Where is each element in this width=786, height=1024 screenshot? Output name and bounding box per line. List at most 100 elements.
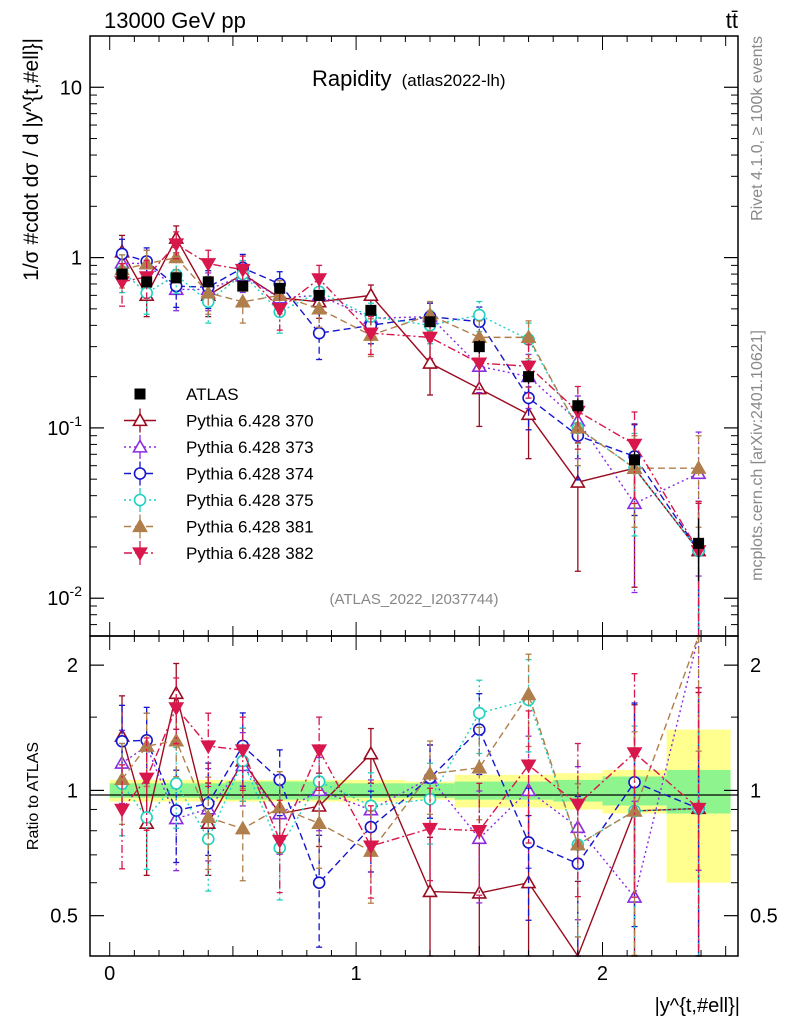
legend-marker-382 [132, 547, 148, 562]
legend-marker-ATLAS [134, 388, 146, 400]
series-point-381 [520, 329, 537, 344]
legend-label-373: Pythia 6.428 373 [186, 438, 314, 457]
atlas-point [424, 316, 436, 328]
series-point-382 [422, 331, 438, 346]
atlas-point [141, 276, 153, 288]
series-point-382 [234, 263, 251, 278]
ratio-ytick-label: 1 [67, 780, 78, 802]
legend-marker-381 [132, 518, 148, 533]
rivet-label: Rivet 4.1.0, ≥ 100k events [749, 36, 766, 221]
ratio-point-382 [271, 834, 288, 849]
ratio-point-382 [422, 822, 438, 837]
main-ytick-label: 10-2 [47, 583, 82, 610]
ytick-base: 10 [47, 588, 69, 610]
main-series [114, 225, 707, 637]
ratio-band-inner [158, 783, 192, 798]
series-point-370 [363, 287, 379, 302]
ratio-point-382 [200, 740, 217, 755]
legend-label-375: Pythia 6.428 375 [186, 491, 314, 510]
ratio-ytick-label-right: 1 [750, 780, 761, 802]
atlas-point [237, 280, 249, 292]
ratio-point-382 [690, 802, 707, 817]
plot-title-sub: (atlas2022-lh) [402, 71, 506, 90]
series-point-381 [690, 460, 707, 474]
ratio-ytick-label: 2 [67, 655, 78, 677]
ratio-point-381 [168, 732, 185, 747]
ratio-point-374 [169, 804, 183, 817]
series-point-382 [626, 438, 643, 453]
atlas-point [313, 289, 325, 301]
ratio-ytick-label: 0.5 [50, 906, 78, 928]
analysis-id: (ATLAS_2022_I2037744) [329, 591, 498, 608]
series-line-381 [121, 256, 699, 469]
ratio-line-382 [121, 706, 700, 847]
series-point-382 [200, 258, 217, 272]
ratio-point-382 [114, 803, 130, 818]
series-point-382 [363, 327, 379, 342]
ratio-xtick-label: 1 [351, 963, 362, 985]
ratio-point-381 [520, 686, 537, 701]
ratio-point-381 [311, 815, 328, 830]
atlas-point [523, 371, 535, 383]
ratio-ytick-label-right: 2 [750, 655, 761, 677]
series-point-382 [520, 360, 537, 375]
ratio-ylabel: Ratio to ATLAS [25, 742, 42, 850]
process-label: tt̄ [726, 8, 738, 33]
legend-label-382: Pythia 6.428 382 [186, 544, 314, 563]
atlas-point [693, 537, 705, 549]
legend-marker-370 [132, 412, 148, 427]
ratio-point-382 [471, 825, 488, 839]
atlas-point [572, 400, 584, 412]
plot-title-main: Rapidity [312, 66, 391, 91]
legend-label-370: Pythia 6.428 370 [186, 412, 314, 431]
main-ylabel: 1/σ #cdot dσ / d |y^{t,#ell}| [20, 38, 43, 281]
ratio-point-374 [312, 876, 326, 890]
ratio-point-382 [569, 798, 586, 813]
legend-marker-374 [133, 467, 147, 480]
ratio-point-382 [168, 702, 185, 716]
series-point-370 [422, 355, 438, 369]
series-point-374 [312, 326, 326, 340]
main-ytick-label: 10-1 [47, 413, 82, 440]
ratio-point-381 [234, 820, 251, 835]
ratio-point-381 [422, 765, 438, 780]
ratio-xtick-label: 0 [104, 963, 115, 985]
series-atlas [116, 268, 705, 582]
legend-marker-373 [132, 438, 148, 453]
ratio-line-373 [121, 635, 700, 899]
ytick-exp: -2 [70, 583, 83, 599]
atlas-point [116, 268, 128, 280]
ratio-point-382 [363, 840, 379, 855]
ratio-point-382 [234, 744, 251, 759]
ratio-xtick-label: 2 [597, 963, 608, 985]
series-line-382 [121, 243, 700, 552]
series-point-381 [168, 249, 185, 264]
ratio-point-381 [200, 809, 217, 824]
main-ytick-label: 1 [71, 248, 82, 270]
legend-label-374: Pythia 6.428 374 [186, 465, 314, 484]
ratio-ytick-label-right: 0.5 [750, 906, 778, 928]
ratio-line-374 [122, 728, 699, 885]
ratio-panel: 0.5 0.5 1 1 2 2 0 1 2 [50, 635, 778, 985]
x-axis-label: |y^{t,#ell}| [655, 995, 740, 1017]
atlas-point [629, 454, 641, 466]
atlas-point [202, 276, 214, 288]
ytick-exp: -1 [70, 413, 83, 429]
ratio-line-370 [121, 693, 699, 958]
ratio-point-370 [422, 883, 438, 898]
ratio-series-382 [114, 673, 707, 957]
ratio-point-382 [520, 759, 537, 774]
mcplots-label: mcplots.cern.ch [arXiv:2401.10621] [749, 330, 766, 581]
series-point-381 [200, 284, 217, 299]
atlas-point [170, 272, 182, 284]
series-point-382 [471, 357, 488, 372]
legend-label-ATLAS: ATLAS [186, 385, 239, 404]
series-point-382 [311, 273, 328, 287]
ytick-base: 10 [47, 418, 69, 440]
legend-marker-375 [133, 493, 147, 507]
ratio-series [114, 635, 707, 958]
ratio-point-382 [138, 772, 155, 787]
series-point-382 [271, 303, 288, 317]
